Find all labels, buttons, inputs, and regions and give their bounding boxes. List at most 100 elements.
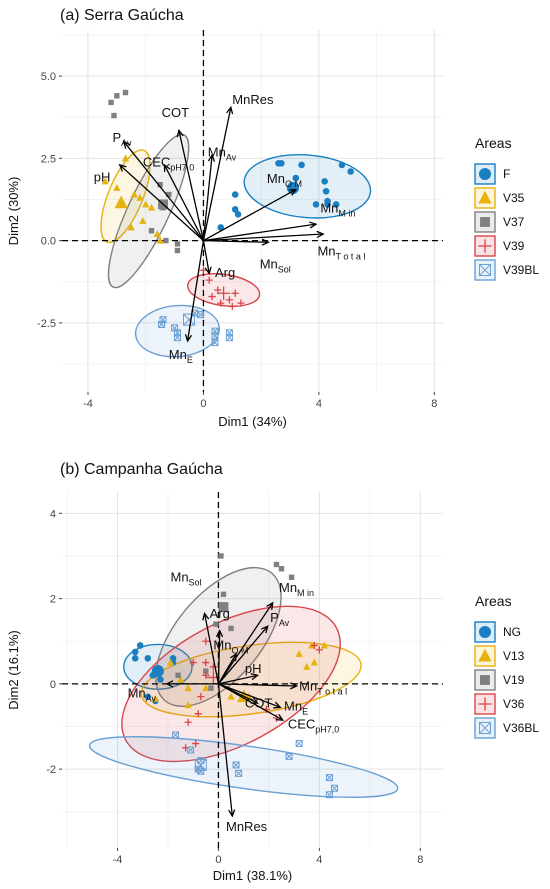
legend-label-v39bl: V39BL bbox=[503, 263, 539, 277]
loading-vector bbox=[203, 223, 317, 242]
loading-arrowhead bbox=[309, 221, 318, 229]
legend-title: Areas bbox=[475, 593, 512, 609]
data-point-v13 bbox=[227, 692, 235, 700]
data-point-ng bbox=[131, 648, 139, 656]
data-point-v37 bbox=[163, 237, 169, 244]
vector-label: PAv bbox=[113, 130, 133, 148]
data-point-f bbox=[332, 201, 340, 208]
data-point-v36bl bbox=[325, 791, 333, 799]
confidence-ellipse-v35 bbox=[100, 149, 151, 244]
legend-marker-v39bl bbox=[479, 264, 491, 276]
loading-arrowhead bbox=[215, 629, 224, 638]
legend: Areas NG V13 V19 V36 V36BL bbox=[474, 593, 539, 739]
legend-title: Areas bbox=[475, 135, 512, 151]
legend-marker-v37 bbox=[480, 217, 490, 227]
vector-label: Arg bbox=[215, 265, 235, 280]
loading-arrowhead bbox=[163, 163, 171, 172]
legend-label-v39: V39 bbox=[503, 239, 525, 253]
data-point-v13 bbox=[310, 658, 318, 666]
data-point-v37 bbox=[174, 241, 181, 247]
legend-label-v35: V35 bbox=[503, 191, 525, 205]
loading-arrowhead bbox=[275, 713, 285, 721]
data-point-f bbox=[324, 201, 331, 208]
loading-vector bbox=[217, 602, 274, 685]
group-mean-v39 bbox=[217, 286, 231, 300]
loading-vector bbox=[218, 683, 284, 721]
data-point-v39bl bbox=[211, 332, 219, 340]
data-point-v13 bbox=[320, 641, 329, 649]
loading-arrowhead bbox=[123, 140, 131, 149]
loading-arrowhead bbox=[229, 652, 237, 662]
data-point-v39 bbox=[199, 266, 208, 274]
data-point-v19 bbox=[288, 574, 295, 580]
x-tick-label: -4 bbox=[83, 398, 93, 410]
data-point-v13 bbox=[295, 650, 303, 657]
data-point-v19 bbox=[228, 625, 234, 632]
legend-label-v37: V37 bbox=[503, 215, 525, 229]
vector-label: MnSol bbox=[260, 257, 291, 275]
data-point-f bbox=[278, 159, 285, 167]
legend-marker-v36bl bbox=[479, 722, 491, 734]
y-axis-label: Dim2 (16.1%) bbox=[6, 630, 21, 709]
group-mean-v36bl bbox=[194, 758, 207, 771]
data-point-v35 bbox=[130, 190, 138, 198]
data-point-v39bl bbox=[158, 321, 166, 329]
data-point-v37 bbox=[114, 93, 120, 99]
vector-label: MnRes bbox=[226, 819, 268, 834]
group-mean-v39bl bbox=[183, 313, 195, 326]
loading-vector bbox=[178, 130, 205, 241]
data-point-v36 bbox=[202, 671, 210, 679]
legend-label-v36: V36 bbox=[503, 697, 525, 711]
data-point-v39 bbox=[214, 286, 222, 294]
data-point-v37 bbox=[166, 191, 172, 198]
x-axis-label: Dim1 (34%) bbox=[218, 414, 287, 429]
group-mean-v19 bbox=[218, 602, 229, 613]
legend-label-v36bl: V36BL bbox=[503, 721, 539, 735]
loading-arrowhead bbox=[202, 612, 210, 621]
data-point-v36 bbox=[202, 637, 210, 645]
loading-vector bbox=[218, 683, 281, 708]
data-point-v36bl bbox=[325, 774, 333, 782]
loading-arrowhead bbox=[118, 163, 127, 172]
vector-label: MnSol bbox=[170, 570, 201, 588]
vector-label: pH bbox=[245, 661, 262, 676]
loading-arrowhead bbox=[288, 188, 298, 196]
loading-arrowhead bbox=[260, 625, 269, 634]
data-point-v36bl bbox=[197, 767, 205, 775]
legend-marker-v36 bbox=[478, 697, 492, 711]
x-tick-label: 0 bbox=[215, 854, 221, 866]
loading-vector bbox=[119, 164, 204, 242]
data-point-v19 bbox=[220, 591, 227, 598]
data-point-f bbox=[338, 161, 346, 169]
data-point-v36 bbox=[192, 739, 200, 748]
loading-arrowhead bbox=[290, 682, 299, 690]
x-tick-label: -4 bbox=[113, 854, 123, 866]
data-point-ng bbox=[144, 654, 152, 662]
data-point-v36bl bbox=[232, 761, 240, 769]
data-point-v39 bbox=[208, 292, 216, 301]
data-point-v36 bbox=[194, 710, 202, 718]
loading-vector bbox=[217, 630, 221, 684]
y-tick-label: -2.5 bbox=[37, 318, 56, 330]
data-point-v13 bbox=[184, 701, 192, 709]
data-point-f bbox=[292, 174, 300, 182]
data-point-v36bl bbox=[285, 752, 293, 760]
confidence-ellipse-v13 bbox=[140, 641, 362, 718]
data-point-v39 bbox=[231, 289, 239, 297]
loading-vector bbox=[202, 107, 232, 241]
y-tick-label: 0 bbox=[50, 679, 56, 691]
data-point-v36 bbox=[209, 663, 217, 671]
loading-vector bbox=[203, 189, 297, 242]
data-point-v36bl bbox=[235, 769, 243, 777]
data-point-v36 bbox=[189, 658, 197, 667]
y-tick-label: 2.5 bbox=[41, 153, 56, 165]
data-point-f bbox=[217, 224, 225, 231]
data-point-v39bl bbox=[173, 334, 181, 342]
data-point-v39 bbox=[205, 276, 213, 284]
loading-arrowhead bbox=[228, 809, 236, 818]
data-point-v37 bbox=[157, 181, 163, 188]
data-point-v19 bbox=[175, 672, 181, 679]
